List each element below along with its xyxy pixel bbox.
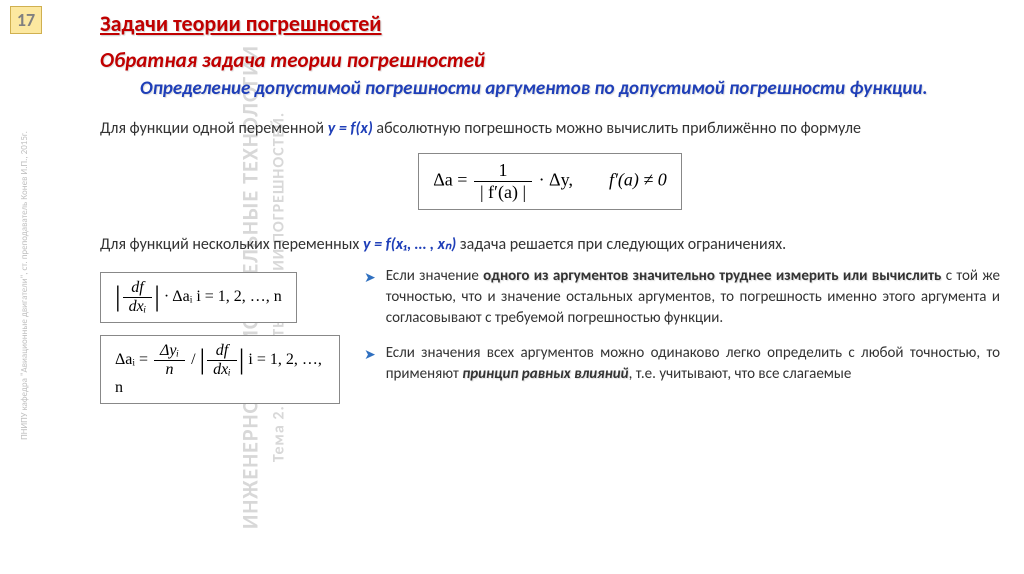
slide-number: 17 xyxy=(10,6,42,34)
f1-cond: f′(a) ≠ 0 xyxy=(609,170,667,190)
para1-fx: y = f(x) xyxy=(328,119,373,138)
subtitle: Обратная задача теории погрешностей xyxy=(100,47,1000,73)
para1-b: абсолютную погрешность можно вычислить п… xyxy=(373,119,861,138)
f2-num: df xyxy=(123,279,153,298)
formula-1-row: Δa = 1| f′(a) | · Δy, f′(a) ≠ 0 xyxy=(100,147,1000,216)
f3-d1: n xyxy=(154,361,185,379)
f1-rhs: · Δy, xyxy=(534,170,573,190)
bullet-2: ➤ Если значения всех аргументов можно од… xyxy=(364,343,1000,385)
f1-den: | f′(a) | xyxy=(474,182,532,203)
para-1: Для функции одной переменной y = f(x) аб… xyxy=(100,118,1000,140)
bullet-1: ➤ Если значение одного из аргументов зна… xyxy=(364,266,1000,329)
formula-2: |dfdxᵢ| · Δaᵢ i = 1, 2, …, n xyxy=(100,272,297,323)
bullet-icon: ➤ xyxy=(364,346,376,385)
b1-a: Если значение xyxy=(386,267,483,285)
f3-lhs: Δaᵢ = xyxy=(115,351,152,368)
f3-n2: df xyxy=(207,342,237,361)
def-text: Определение допустимой погрешности аргум… xyxy=(140,77,928,100)
f1-num: 1 xyxy=(474,160,532,182)
page-title: Задачи теории погрешностей xyxy=(100,10,1000,37)
para-2: Для функций нескольких переменных y = f(… xyxy=(100,234,1000,256)
para1-a: Для функции одной переменной xyxy=(100,119,328,138)
para2-a: Для функций нескольких переменных xyxy=(100,235,363,254)
f1-lhs: Δa = xyxy=(433,170,472,190)
left-column: |dfdxᵢ| · Δaᵢ i = 1, 2, …, n Δaᵢ = Δyᵢn … xyxy=(100,266,340,410)
watermark-side: ПНИПУ кафедра "Авиационные двигатели", с… xyxy=(19,131,30,440)
definition: Определение допустимой погрешности аргум… xyxy=(100,77,1000,102)
bullet2-text: Если значения всех аргументов можно один… xyxy=(386,343,1000,385)
f2-mid: · Δaᵢ i = 1, 2, …, n xyxy=(160,288,282,305)
formula-3: Δaᵢ = Δyᵢn / |dfdxᵢ| i = 1, 2, …, n xyxy=(100,335,340,404)
para2-fx: y = f(x₁, … , xₙ) xyxy=(363,235,456,254)
para2-b: задача решается при следующих ограничени… xyxy=(456,235,786,254)
f3-d2: dxᵢ xyxy=(207,361,237,379)
formula-1: Δa = 1| f′(a) | · Δy, f′(a) ≠ 0 xyxy=(418,153,682,210)
right-column: ➤ Если значение одного из аргументов зна… xyxy=(364,266,1000,410)
f3-n1: Δyᵢ xyxy=(154,342,185,361)
b1-bold: одного из аргументов значительно труднее… xyxy=(483,267,941,285)
two-column: |dfdxᵢ| · Δaᵢ i = 1, 2, …, n Δaᵢ = Δyᵢn … xyxy=(100,266,1000,410)
f2-den: dxᵢ xyxy=(123,298,153,316)
b2-bold: принцип равных влияний xyxy=(462,365,628,383)
slide-content: Задачи теории погрешностей Обратная зада… xyxy=(100,10,1000,410)
bullet1-text: Если значение одного из аргументов значи… xyxy=(386,266,1000,329)
b2-b: , т.е. учитывают, что все слагаемые xyxy=(629,365,852,383)
bullet-icon: ➤ xyxy=(364,269,376,329)
